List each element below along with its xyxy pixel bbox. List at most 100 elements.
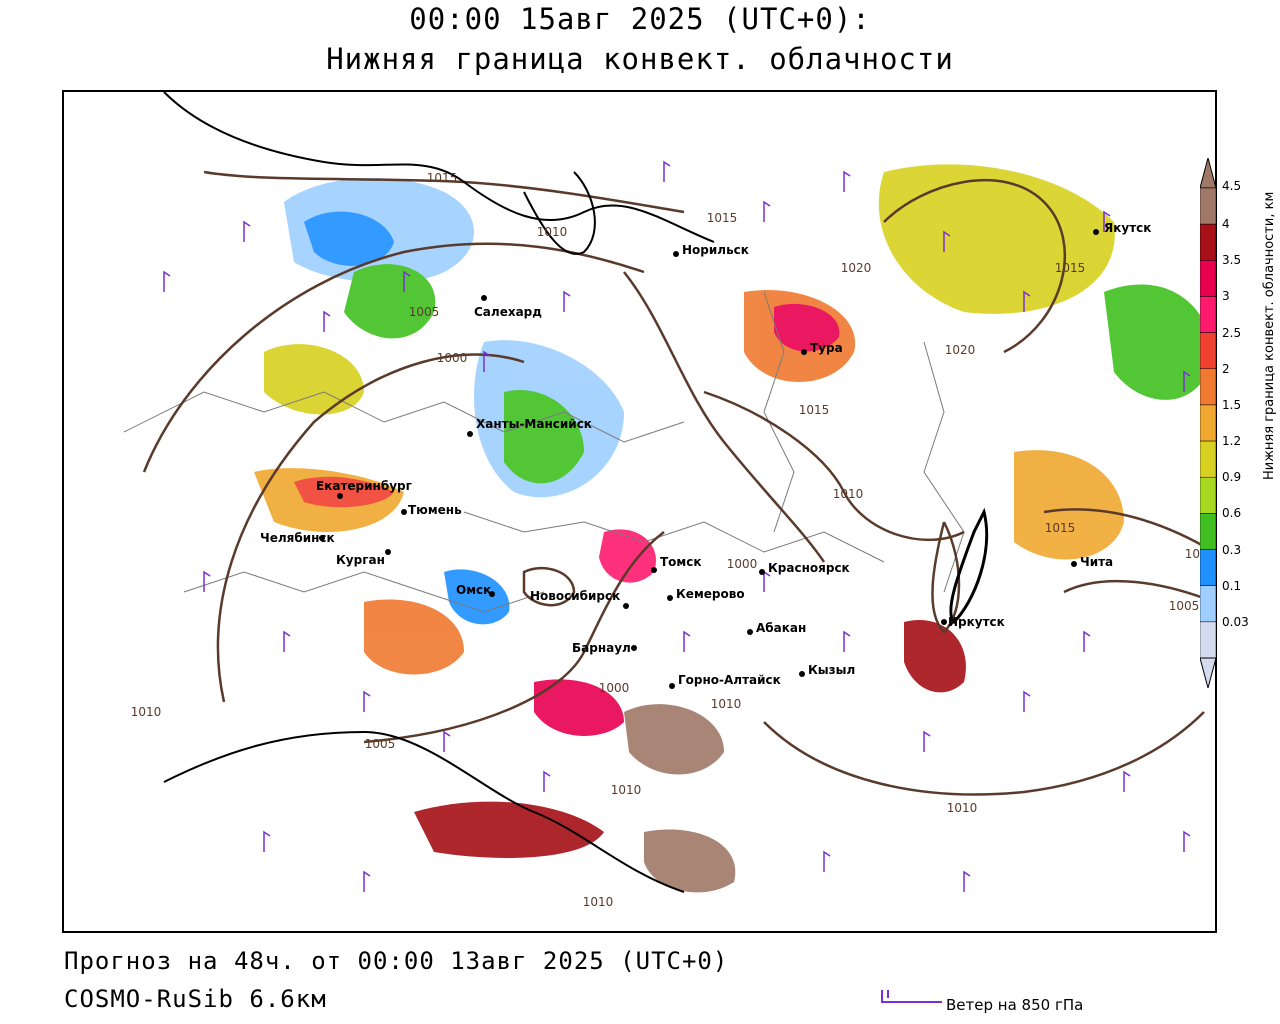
isobar-line <box>522 566 576 607</box>
cloud-area-blue-west <box>304 211 394 266</box>
map-title-time: 00:00 15авг 2025 (UTC+0): <box>409 2 871 36</box>
forecast-map: 1015 1015 1010 1020 1015 1005 1020 1000 … <box>62 90 1217 933</box>
region-border-line <box>123 391 685 443</box>
colorbar-tick-label: 4.5 <box>1222 179 1242 193</box>
colorbar-title: Нижняя граница конвект. облачности, км <box>1262 191 1277 480</box>
city-marker <box>651 567 657 573</box>
wind-barb <box>403 270 411 292</box>
city-label-omsk: Омск <box>456 583 492 597</box>
isobar-lines <box>142 170 1215 796</box>
wind-barb <box>1123 770 1131 792</box>
colorbar-bottom-arrow <box>1200 657 1216 688</box>
isobar-label: 1010 <box>536 225 568 239</box>
isobar-label: 1015 <box>426 171 458 185</box>
coastline-arctic <box>163 92 715 243</box>
city-label-irkutsk: Иркутск <box>948 615 1005 629</box>
wind-barb <box>1023 690 1031 712</box>
map-title-parameter: Нижняя граница конвект. облачности <box>326 42 954 76</box>
wind-barb <box>763 570 771 592</box>
city-label-kemerovo: Кемерово <box>676 587 745 601</box>
isobar-label: 1005 <box>408 305 440 319</box>
colorbar-cell <box>1200 404 1216 442</box>
cloud-area-yellow-west <box>264 344 364 415</box>
cloud-area-red-altai <box>534 679 624 736</box>
city-marker <box>319 535 325 541</box>
wind-barb <box>483 350 491 372</box>
wind-barb <box>1183 830 1191 852</box>
wind-barb <box>763 200 771 222</box>
cloud-area-green-center <box>504 390 584 484</box>
colorbar <box>1200 158 1216 688</box>
isobar-label: 1010 <box>832 487 864 501</box>
city-label-norilsk: Норильск <box>682 243 749 257</box>
isobar-label: 1010 <box>130 705 162 719</box>
isobar-label: 1010 <box>582 895 614 909</box>
wind-barb <box>663 160 671 182</box>
city-label-kyzyl: Кызыл <box>808 663 856 677</box>
city-label-yakutsk: Якутск <box>1104 221 1152 235</box>
isobar-label: 1020 <box>944 343 976 357</box>
wind-barb <box>943 230 951 252</box>
wind-barb <box>243 220 251 242</box>
wind-barb <box>963 870 971 892</box>
isobar-label: 1000 <box>436 351 468 365</box>
colorbar-cell <box>1200 223 1216 261</box>
coastlines <box>163 92 989 893</box>
colorbar-tick-label: 0.1 <box>1222 578 1242 593</box>
wind-barb <box>283 630 291 652</box>
wind-barb <box>1083 630 1091 652</box>
isobar-label: 1000 <box>726 557 758 571</box>
city-label-tomsk: Томск <box>660 555 702 569</box>
city-label-barnaul: Барнаул <box>572 641 631 655</box>
colorbar-cell <box>1200 549 1216 586</box>
city-marker <box>337 493 343 499</box>
isobar-line <box>763 711 1205 796</box>
wind-barb <box>263 830 271 852</box>
coastline-yamal <box>523 171 596 255</box>
isobar-line <box>931 521 961 634</box>
city-marker <box>801 349 807 355</box>
model-info: COSMO-RuSib 6.6км <box>64 985 327 1013</box>
wind-barb <box>543 770 551 792</box>
city-marker <box>489 591 495 597</box>
wind-barb <box>1103 210 1111 232</box>
wind-barb-legend-icon <box>881 990 942 1003</box>
wind-legend-label: Ветер на 850 гПа <box>946 996 1084 1014</box>
colorbar-cell <box>1200 440 1216 478</box>
city-marker <box>747 629 753 635</box>
wind-barbs <box>163 160 1191 892</box>
cloud-area-brown-south <box>624 704 724 775</box>
city-label-abakan: Абакан <box>756 621 807 635</box>
isobar-label: 1010 <box>610 783 642 797</box>
colorbar-cell <box>1200 296 1216 333</box>
colorbar-tick-label: 1.5 <box>1222 397 1242 412</box>
city-marker <box>467 431 473 437</box>
city-marker <box>623 603 629 609</box>
wind-barb <box>1183 370 1191 392</box>
isobar-label: 1000 <box>598 681 630 695</box>
wind-barb <box>683 630 691 652</box>
city-label-tura: Тура <box>810 341 843 355</box>
wind-barb <box>323 310 331 332</box>
city-label-chelyabinsk: Челябинск <box>260 531 335 545</box>
wind-barb <box>563 290 571 312</box>
isobar-label: 1015 <box>1044 521 1076 535</box>
city-label-tyumen: Тюмень <box>408 503 462 517</box>
lake-baikal <box>949 507 989 625</box>
region-borders <box>123 291 965 613</box>
map-canvas <box>123 92 1215 893</box>
colorbar-cell <box>1200 332 1216 370</box>
city-marker <box>631 645 637 651</box>
colorbar-tick-label: 2 <box>1222 361 1230 376</box>
city-label-gorno-altaysk: Горно-Алтайск <box>678 673 781 687</box>
city-label-salekhard: Салехард <box>474 305 542 319</box>
city-marker <box>673 251 679 257</box>
wind-barb <box>1023 290 1031 312</box>
colorbar-top-arrow <box>1200 158 1216 189</box>
city-marker <box>759 569 765 575</box>
forecast-info: Прогноз на 48ч. от 00:00 13авг 2025 (UTC… <box>64 947 729 975</box>
city-label-krasnoyarsk: Красноярск <box>768 561 850 575</box>
cloud-area-red-tura <box>774 303 840 352</box>
cloud-area-red-ural <box>294 476 394 508</box>
wind-barb <box>163 270 171 292</box>
